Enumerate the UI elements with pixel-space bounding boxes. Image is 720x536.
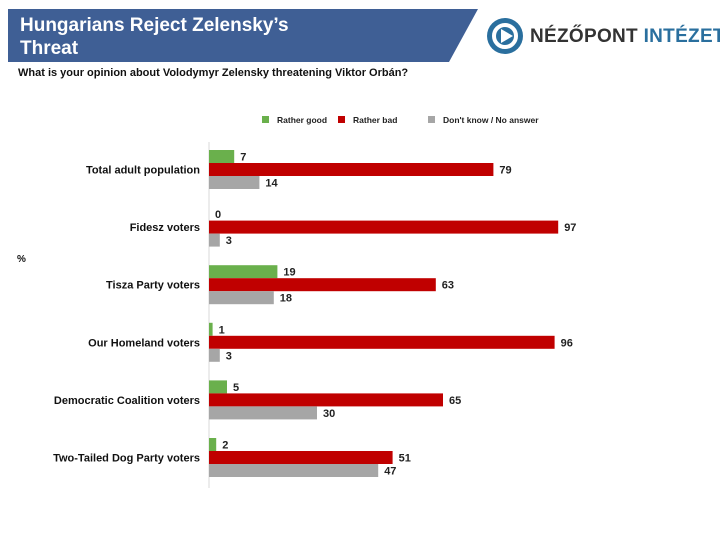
bar-tisza-party-voters-rather-bad: [209, 278, 436, 292]
bar-democratic-coalition-voters-don-t-know-no-answer: [209, 406, 317, 420]
data-label-fidesz-voters-don-t-know-no-answer: 3: [226, 235, 232, 247]
bar-our-homeland-voters-rather-bad: [209, 335, 555, 349]
bar-democratic-coalition-voters-rather-bad: [209, 393, 443, 407]
data-label-two-tailed-dog-party-voters-rather-good: 2: [222, 440, 228, 452]
data-label-tisza-party-voters-rather-good: 19: [283, 267, 295, 279]
chart-subtitle: What is your opinion about Volodymyr Zel…: [18, 67, 409, 79]
bar-two-tailed-dog-party-voters-rather-bad: [209, 451, 393, 464]
data-label-democratic-coalition-voters-rather-bad: 65: [449, 395, 461, 407]
data-label-fidesz-voters-rather-good: 0: [215, 209, 221, 221]
category-label-fidesz-voters: Fidesz voters: [130, 222, 200, 234]
data-label-fidesz-voters-rather-bad: 97: [564, 222, 576, 234]
bar-total-adult-population-rather-bad: [209, 163, 494, 176]
bar-total-adult-population-don-t-know-no-answer: [209, 176, 260, 189]
legend-swatch-rather-bad: [338, 116, 345, 123]
title-banner: Hungarians Reject Zelensky’s Threat: [8, 9, 478, 62]
y-axis-unit-label: %: [17, 254, 26, 265]
category-label-total-adult-population: Total adult population: [86, 165, 200, 177]
category-label-tisza-party-voters: Tisza Party voters: [106, 280, 200, 292]
data-label-total-adult-population-rather-good: 7: [240, 152, 246, 164]
data-label-tisza-party-voters-don-t-know-no-answer: 18: [280, 293, 292, 305]
logo-text-part1: NÉZŐPONT: [530, 26, 638, 47]
logo-text: NÉZŐPONT INTÉZET: [530, 26, 720, 48]
eye-logo-icon: [487, 18, 523, 54]
data-label-two-tailed-dog-party-voters-rather-bad: 51: [399, 453, 411, 465]
legend-swatch-dont-know: [428, 116, 435, 123]
legend-item-rather-good: Rather good: [262, 115, 327, 125]
chart-legend: Rather good Rather bad Don't know / No a…: [0, 115, 720, 129]
title-line-1: Hungarians Reject Zelensky’s: [20, 15, 289, 36]
category-label-democratic-coalition-voters: Democratic Coalition voters: [54, 395, 200, 407]
legend-label-rather-bad: Rather bad: [353, 115, 398, 125]
data-label-two-tailed-dog-party-voters-don-t-know-no-answer: 47: [384, 466, 396, 478]
category-label-two-tailed-dog-party-voters: Two-Tailed Dog Party voters: [53, 453, 200, 465]
logo: NÉZŐPONT INTÉZET: [486, 17, 720, 57]
data-label-our-homeland-voters-don-t-know-no-answer: 3: [226, 350, 232, 362]
bar-two-tailed-dog-party-voters-rather-good: [209, 438, 217, 451]
bar-fidesz-voters-rather-bad: [209, 220, 559, 234]
bar-two-tailed-dog-party-voters-don-t-know-no-answer: [209, 464, 379, 477]
bar-democratic-coalition-voters-rather-good: [209, 380, 227, 394]
data-label-democratic-coalition-voters-rather-good: 5: [233, 382, 239, 394]
legend-swatch-rather-good: [262, 116, 269, 123]
legend-label-rather-good: Rather good: [277, 115, 328, 125]
data-label-total-adult-population-don-t-know-no-answer: 14: [265, 178, 278, 190]
title-line-2: Threat: [20, 38, 79, 59]
bar-our-homeland-voters-don-t-know-no-answer: [209, 348, 220, 362]
bar-our-homeland-voters-rather-good: [209, 322, 213, 336]
data-label-our-homeland-voters-rather-good: 1: [219, 324, 225, 336]
title-banner-shape: [8, 9, 478, 62]
bar-total-adult-population-rather-good: [209, 150, 235, 163]
legend-item-dont-know: Don't know / No answer: [428, 115, 539, 125]
legend-label-dont-know: Don't know / No answer: [443, 115, 539, 125]
category-label-our-homeland-voters: Our Homeland voters: [88, 337, 200, 349]
bar-tisza-party-voters-don-t-know-no-answer: [209, 291, 274, 305]
data-label-total-adult-population-rather-bad: 79: [499, 165, 511, 177]
legend-item-rather-bad: Rather bad: [338, 115, 397, 125]
data-label-our-homeland-voters-rather-bad: 96: [561, 337, 573, 349]
data-label-tisza-party-voters-rather-bad: 63: [442, 280, 454, 292]
bar-tisza-party-voters-rather-good: [209, 265, 278, 279]
page-title: Hungarians Reject Zelensky’s Threat: [20, 14, 440, 60]
logo-text-part2: INTÉZET: [643, 26, 720, 47]
bar-fidesz-voters-don-t-know-no-answer: [209, 233, 220, 247]
data-label-democratic-coalition-voters-don-t-know-no-answer: 30: [323, 408, 335, 420]
